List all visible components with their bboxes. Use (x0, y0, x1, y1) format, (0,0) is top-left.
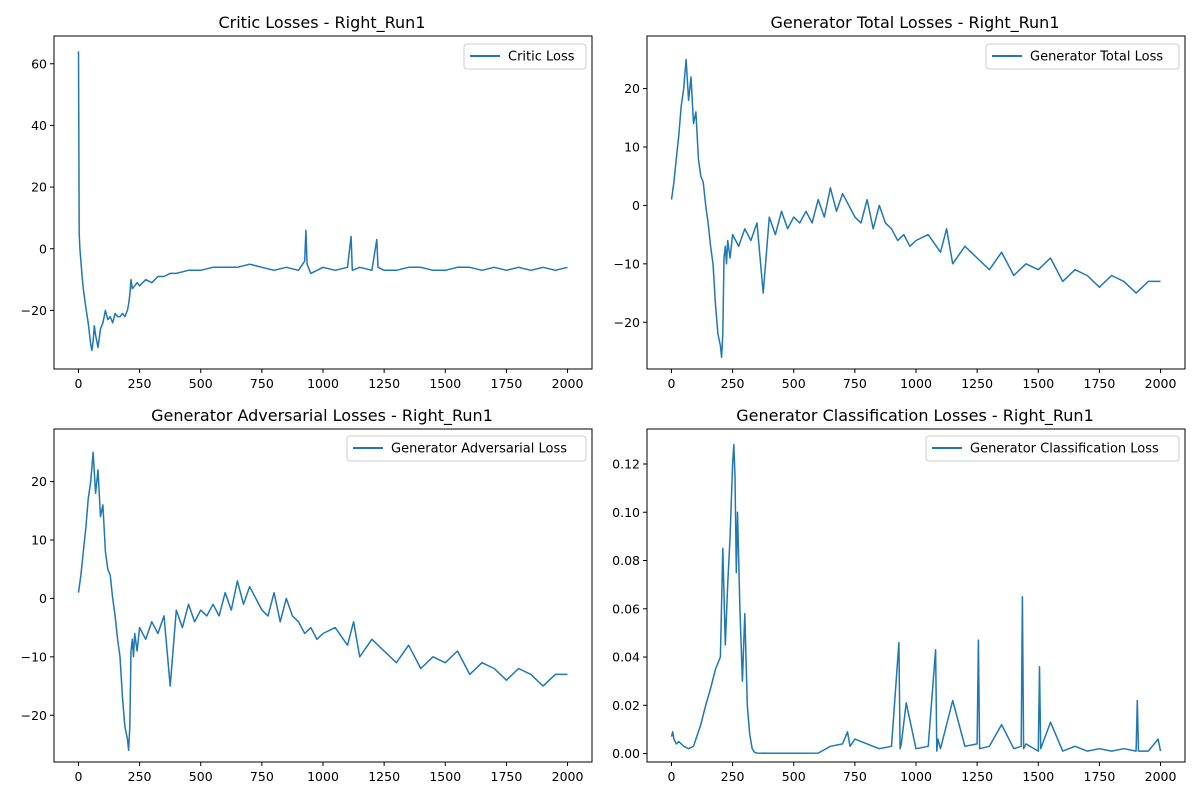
plot-frame (53, 35, 593, 370)
legend-box (985, 43, 1180, 70)
y-tick-label: 0.06 (612, 601, 640, 616)
x-tick-label: 0 (667, 769, 675, 784)
panel-generator-total-losses: Generator Total Losses - Right_Run1 0 250… (614, 13, 1186, 391)
y-tick-label: 0 (39, 241, 47, 256)
x-tick-label: 2000 (552, 376, 584, 391)
x-tick-label: 2000 (1145, 769, 1177, 784)
panel-generator-adversarial-losses: Generator Adversarial Losses - Right_Run… (21, 406, 593, 784)
y-tick-label: 20 (31, 474, 47, 489)
x-tick-label: 250 (721, 769, 745, 784)
legend-label: Critic Loss (508, 50, 575, 65)
legend: Generator Classification Loss (925, 435, 1180, 462)
x-tick-label: 1750 (491, 769, 523, 784)
x-tick-label: 0 (74, 769, 82, 784)
x-tick-label: 1250 (368, 376, 400, 391)
y-tick-label: 10 (624, 140, 640, 155)
series-line (670, 58, 1161, 359)
x-tick-label: 1000 (307, 769, 339, 784)
y-tick-label: 0 (39, 591, 47, 606)
x-tick-label: 500 (189, 769, 213, 784)
x-tick-label: 1750 (1084, 376, 1116, 391)
y-tick-label: −10 (614, 256, 640, 271)
x-tick-label: 0 (74, 376, 82, 391)
y-tick-label: 0.02 (612, 698, 640, 713)
legend: Generator Adversarial Loss (346, 435, 587, 462)
chart-title: Generator Adversarial Losses - Right_Run… (151, 406, 493, 426)
y-tick-label: 0 (632, 198, 640, 213)
x-tick-label: 1250 (961, 769, 993, 784)
y-tick-label: −20 (21, 708, 47, 723)
chart-title: Critic Losses - Right_Run1 (218, 13, 425, 33)
x-tick-label: 500 (782, 376, 806, 391)
y-tick-label: −10 (21, 649, 47, 664)
y-tick-label: 10 (31, 533, 47, 548)
x-tick-label: 1000 (900, 769, 932, 784)
x-tick-label: 1500 (1022, 376, 1054, 391)
x-tick-label: 250 (721, 376, 745, 391)
y-tick-label: 0.12 (612, 456, 640, 471)
y-tick-label: 0.10 (612, 505, 640, 520)
x-tick-label: 250 (128, 376, 152, 391)
panel-generator-classification-losses: Generator Classification Losses - Right_… (612, 406, 1186, 784)
plot-frame (646, 35, 1186, 370)
x-tick-label: 750 (843, 376, 867, 391)
x-tick-label: 1500 (429, 769, 461, 784)
series-line (77, 451, 568, 752)
y-tick-label: 40 (31, 118, 47, 133)
legend: Generator Total Loss (985, 43, 1180, 70)
x-tick-label: 500 (782, 769, 806, 784)
x-tick-label: 1500 (429, 376, 461, 391)
y-tick-label: 20 (31, 180, 47, 195)
x-tick-label: 750 (250, 769, 274, 784)
y-tick-label: −20 (614, 315, 640, 330)
y-tick-label: 60 (31, 56, 47, 71)
y-tick-label: −20 (21, 303, 47, 318)
y-tick-label: 0.04 (612, 650, 640, 665)
series-line (77, 51, 568, 352)
x-tick-label: 1500 (1022, 769, 1054, 784)
y-tick-label: 20 (624, 81, 640, 96)
legend-box (346, 435, 587, 462)
x-tick-label: 750 (250, 376, 274, 391)
x-tick-label: 1750 (491, 376, 523, 391)
x-tick-label: 750 (843, 769, 867, 784)
panel-critic-losses: Critic Losses - Right_Run1 0 250 500 750 100… (21, 13, 593, 391)
y-tick-label: 0.08 (612, 553, 640, 568)
legend-box (463, 43, 587, 70)
x-tick-label: 1000 (307, 376, 339, 391)
series-line (670, 443, 1162, 755)
x-tick-label: 0 (667, 376, 675, 391)
x-tick-label: 2000 (1145, 376, 1177, 391)
x-tick-label: 1750 (1084, 769, 1116, 784)
chart-title: Generator Classification Losses - Right_… (736, 406, 1094, 426)
x-tick-label: 1250 (961, 376, 993, 391)
y-tick-label: 0.00 (612, 746, 640, 761)
legend-label: Generator Classification Loss (970, 442, 1159, 457)
legend: Critic Loss (463, 43, 587, 70)
legend-box (925, 435, 1180, 462)
x-tick-label: 250 (128, 769, 152, 784)
legend-label: Generator Adversarial Loss (391, 442, 567, 457)
plot-frame (53, 428, 593, 763)
legend-label: Generator Total Loss (1030, 50, 1163, 65)
x-tick-label: 1250 (368, 769, 400, 784)
x-tick-label: 1000 (900, 376, 932, 391)
x-tick-label: 500 (189, 376, 213, 391)
x-tick-label: 2000 (552, 769, 584, 784)
chart-title: Generator Total Losses - Right_Run1 (771, 13, 1060, 33)
